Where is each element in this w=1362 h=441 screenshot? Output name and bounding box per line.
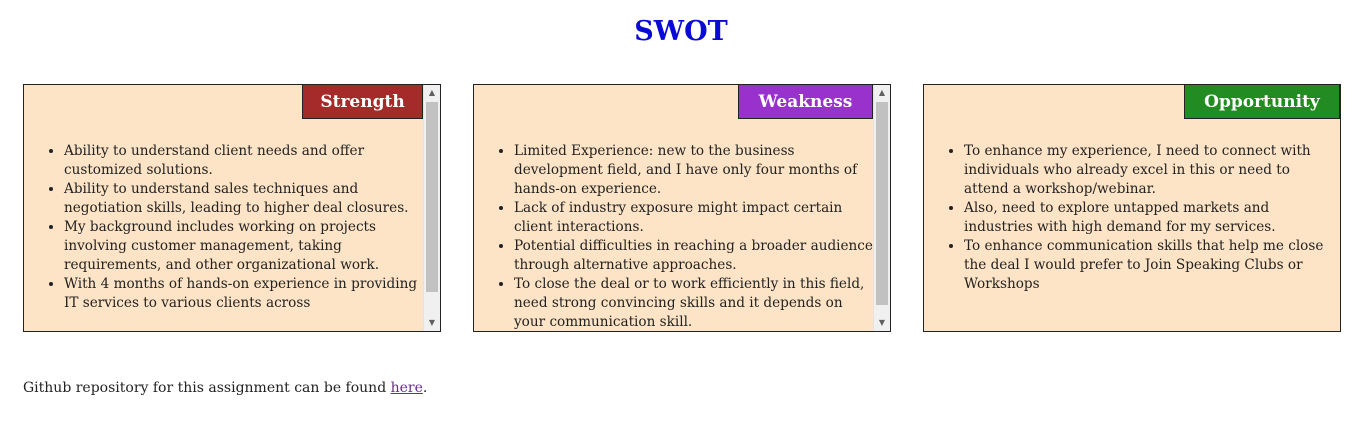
list-item: Ability to understand sales techniques a… [64, 180, 423, 218]
weakness-card-content: Weakness Limited Experience: new to the … [474, 85, 873, 331]
list-item: Limited Experience: new to the business … [514, 142, 873, 199]
scroll-thumb[interactable] [876, 102, 888, 305]
footer-text: Github repository for this assignment ca… [23, 380, 391, 396]
page-title: SWOT [634, 16, 728, 47]
repository-link[interactable]: here [390, 380, 423, 396]
opportunity-heading: Opportunity [1184, 85, 1340, 119]
weakness-list: Limited Experience: new to the business … [474, 142, 873, 331]
weakness-card[interactable]: Weakness Limited Experience: new to the … [473, 84, 891, 332]
strength-card[interactable]: Strength Ability to understand client ne… [23, 84, 441, 332]
list-item: Lack of industry exposure might impact c… [514, 199, 873, 237]
scroll-thumb[interactable] [426, 102, 438, 292]
list-item: To close the deal or to work efficiently… [514, 275, 873, 331]
scroll-up-arrow-icon[interactable]: ▲ [428, 88, 436, 97]
strength-heading: Strength [302, 85, 423, 119]
strength-card-content: Strength Ability to understand client ne… [24, 85, 423, 331]
scroll-down-arrow-icon[interactable]: ▼ [428, 318, 436, 327]
list-item: Also, need to explore untapped markets a… [964, 199, 1326, 237]
weakness-heading: Weakness [738, 85, 873, 119]
scroll-up-arrow-icon[interactable]: ▲ [878, 88, 886, 97]
opportunity-card: Opportunity To enhance my experience, I … [923, 84, 1341, 332]
list-item: To enhance my experience, I need to conn… [964, 142, 1326, 199]
footer: Github repository for this assignment ca… [23, 380, 427, 396]
list-item: To enhance communication skills that hel… [964, 237, 1326, 294]
opportunity-list: To enhance my experience, I need to conn… [924, 142, 1326, 294]
strength-list: Ability to understand client needs and o… [24, 142, 423, 313]
scroll-down-arrow-icon[interactable]: ▼ [878, 318, 886, 327]
footer-suffix: . [422, 380, 428, 396]
list-item: Potential difficulties in reaching a bro… [514, 237, 873, 275]
list-item: My background includes working on projec… [64, 218, 423, 275]
weakness-scrollbar[interactable]: ▲ ▼ [873, 85, 890, 331]
opportunity-card-content: Opportunity To enhance my experience, I … [924, 85, 1340, 331]
list-item: With 4 months of hands-on experience in … [64, 275, 423, 313]
strength-scrollbar[interactable]: ▲ ▼ [423, 85, 440, 331]
list-item: Ability to understand client needs and o… [64, 142, 423, 180]
